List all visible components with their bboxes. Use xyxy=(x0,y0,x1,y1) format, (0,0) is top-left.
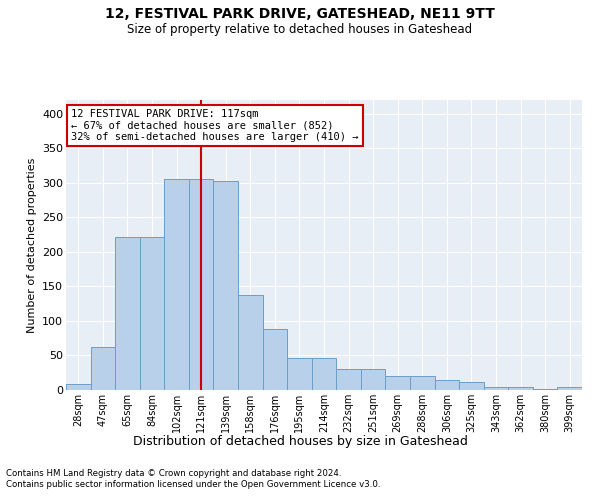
Text: Size of property relative to detached houses in Gateshead: Size of property relative to detached ho… xyxy=(127,22,473,36)
Text: Contains HM Land Registry data © Crown copyright and database right 2024.: Contains HM Land Registry data © Crown c… xyxy=(6,468,341,477)
Text: 12 FESTIVAL PARK DRIVE: 117sqm
← 67% of detached houses are smaller (852)
32% of: 12 FESTIVAL PARK DRIVE: 117sqm ← 67% of … xyxy=(71,108,359,142)
Bar xyxy=(410,376,434,390)
Text: 12, FESTIVAL PARK DRIVE, GATESHEAD, NE11 9TT: 12, FESTIVAL PARK DRIVE, GATESHEAD, NE11… xyxy=(105,8,495,22)
Bar xyxy=(434,380,459,390)
Bar xyxy=(336,370,361,390)
Bar xyxy=(140,236,164,390)
Bar xyxy=(484,386,508,390)
Bar xyxy=(385,376,410,390)
Bar xyxy=(66,384,91,390)
Bar xyxy=(214,182,238,390)
Text: Contains public sector information licensed under the Open Government Licence v3: Contains public sector information licen… xyxy=(6,480,380,489)
Bar xyxy=(238,296,263,390)
Bar xyxy=(557,387,582,390)
Bar xyxy=(189,178,214,390)
Bar xyxy=(115,236,140,390)
Bar xyxy=(164,178,189,390)
Text: Distribution of detached houses by size in Gateshead: Distribution of detached houses by size … xyxy=(133,435,467,448)
Bar xyxy=(533,388,557,390)
Bar xyxy=(312,358,336,390)
Bar xyxy=(287,358,312,390)
Y-axis label: Number of detached properties: Number of detached properties xyxy=(26,158,37,332)
Bar xyxy=(508,386,533,390)
Bar xyxy=(361,370,385,390)
Bar xyxy=(91,346,115,390)
Bar xyxy=(263,328,287,390)
Bar xyxy=(459,382,484,390)
